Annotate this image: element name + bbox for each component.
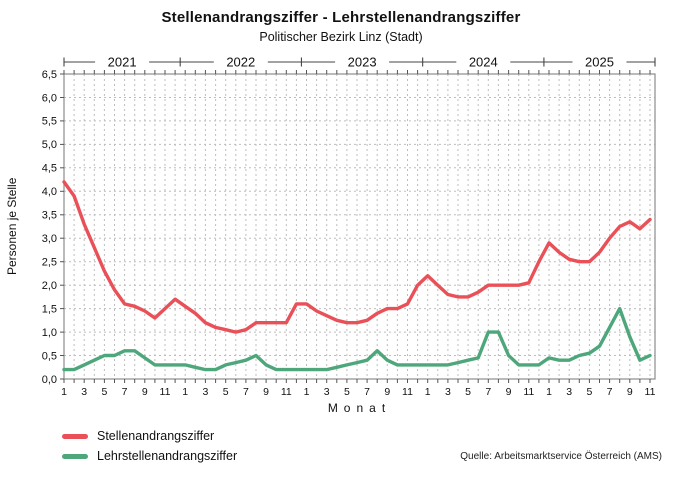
- svg-text:6,5: 6,5: [42, 69, 57, 81]
- svg-text:11: 11: [402, 386, 413, 398]
- svg-text:3,0: 3,0: [42, 233, 57, 245]
- svg-text:2022: 2022: [226, 55, 255, 70]
- svg-text:11: 11: [645, 386, 656, 398]
- legend: Stellenandrangsziffer Lehrstellenandrang…: [62, 426, 237, 466]
- legend-swatch-lehrstellenandrangsziffer: [62, 453, 88, 459]
- svg-text:1,5: 1,5: [42, 303, 57, 315]
- svg-text:9: 9: [142, 386, 148, 398]
- svg-text:1,0: 1,0: [42, 327, 57, 339]
- svg-text:3,5: 3,5: [42, 210, 57, 222]
- x-axis-title: Monat: [327, 401, 392, 415]
- svg-text:0,0: 0,0: [42, 374, 57, 386]
- svg-text:3: 3: [324, 386, 330, 398]
- svg-text:5: 5: [223, 386, 229, 398]
- chart-subtitle: Politischer Bezirk Linz (Stadt): [259, 30, 423, 44]
- legend-label-lehrstellenandrangsziffer: Lehrstellenandrangsziffer: [97, 449, 238, 463]
- svg-text:0,5: 0,5: [42, 350, 57, 362]
- svg-text:7: 7: [607, 386, 613, 398]
- svg-text:3: 3: [566, 386, 572, 398]
- svg-text:7: 7: [364, 386, 370, 398]
- svg-text:11: 11: [281, 386, 292, 398]
- svg-text:2025: 2025: [585, 55, 614, 70]
- svg-text:9: 9: [263, 386, 269, 398]
- svg-text:5,5: 5,5: [42, 116, 57, 128]
- svg-text:2024: 2024: [469, 55, 498, 70]
- legend-swatch-stellenandrangsziffer: [62, 433, 88, 439]
- svg-text:1: 1: [61, 386, 67, 398]
- svg-text:3: 3: [81, 386, 87, 398]
- svg-text:1: 1: [546, 386, 552, 398]
- svg-text:2,5: 2,5: [42, 257, 57, 269]
- svg-text:3: 3: [202, 386, 208, 398]
- svg-text:5: 5: [344, 386, 350, 398]
- legend-label-stellenandrangsziffer: Stellenandrangsziffer: [97, 429, 215, 443]
- svg-text:7: 7: [122, 386, 128, 398]
- svg-text:7: 7: [485, 386, 491, 398]
- svg-text:11: 11: [160, 386, 171, 398]
- svg-text:1: 1: [304, 386, 310, 398]
- svg-text:5,0: 5,0: [42, 139, 57, 151]
- svg-text:6,0: 6,0: [42, 92, 57, 104]
- svg-text:3: 3: [445, 386, 451, 398]
- svg-text:5: 5: [101, 386, 107, 398]
- chart-title: Stellenandrangsziffer - Lehrstellenandra…: [161, 9, 521, 26]
- svg-text:1: 1: [182, 386, 188, 398]
- svg-text:4,0: 4,0: [42, 186, 57, 198]
- line-chart-plot: 0,0 0,5 1,0 1,5 2,0 2,5 3,0 3,5 4,0 4,5 5,0 5,5 6,0 6…: [42, 54, 656, 398]
- legend-item-stellenandrangsziffer: Stellenandrangsziffer: [62, 426, 237, 446]
- svg-text:9: 9: [627, 386, 633, 398]
- svg-text:2,0: 2,0: [42, 280, 57, 292]
- legend-item-lehrstellenandrangsziffer: Lehrstellenandrangsziffer: [62, 446, 237, 466]
- svg-text:5: 5: [586, 386, 592, 398]
- svg-text:9: 9: [384, 386, 390, 398]
- source-note: Quelle: Arbeitsmarktservice Österreich (…: [460, 451, 662, 462]
- svg-text:7: 7: [243, 386, 249, 398]
- svg-text:4,5: 4,5: [42, 163, 57, 175]
- svg-text:11: 11: [523, 386, 534, 398]
- svg-text:2021: 2021: [108, 55, 137, 70]
- svg-text:5: 5: [465, 386, 471, 398]
- svg-text:1: 1: [425, 386, 431, 398]
- svg-text:2023: 2023: [348, 55, 377, 70]
- svg-text:9: 9: [506, 386, 512, 398]
